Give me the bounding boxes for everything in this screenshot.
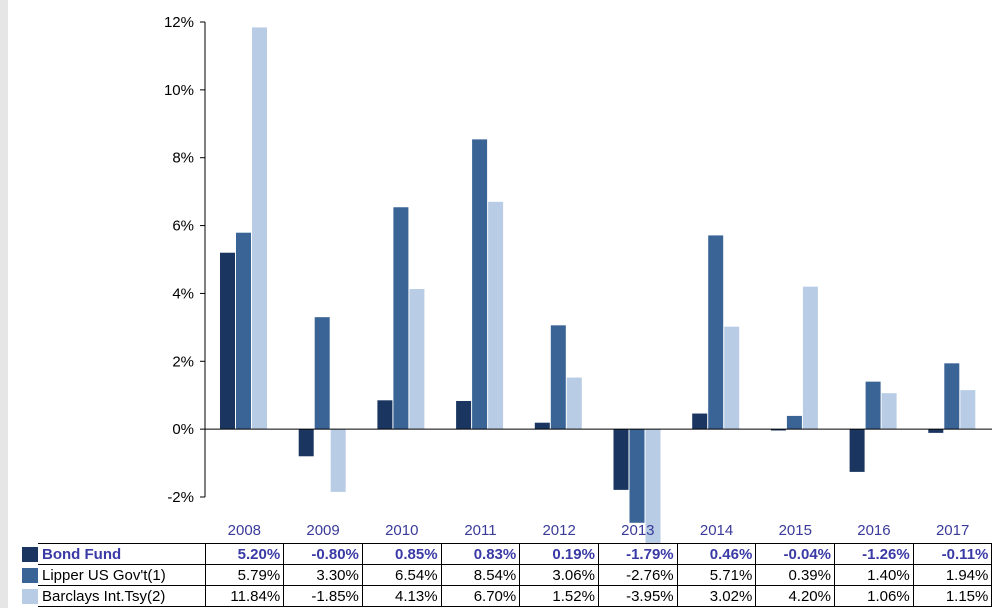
- table-value-cell: 3.06%: [519, 564, 599, 586]
- y-tick-label: 2%: [172, 353, 194, 370]
- table-value-cell: 1.52%: [519, 585, 599, 607]
- table-value-cell: 4.13%: [361, 585, 442, 607]
- bar-2010-series-1: [377, 400, 393, 430]
- x-category-label: 2014: [700, 522, 733, 539]
- table-value-cell: -0.11%: [912, 543, 992, 565]
- legend-swatch: [22, 568, 38, 584]
- bar-2014-series-1: [692, 413, 708, 430]
- bar-2013-series-2: [629, 429, 645, 523]
- bar-2012-series-3: [566, 377, 582, 430]
- bar-2015-series-3: [802, 286, 818, 430]
- table-value-cell: 6.54%: [361, 564, 442, 586]
- bar-2017-series-3: [960, 390, 976, 430]
- table-value-cell: -0.80%: [283, 543, 363, 565]
- table-value-cell: 5.79%: [204, 564, 285, 586]
- series-name-label: Lipper US Gov't(1): [38, 564, 206, 586]
- series-name-label: Bond Fund: [38, 543, 206, 565]
- table-value-cell: 0.83%: [440, 543, 521, 565]
- bar-2011-series-2: [472, 139, 488, 430]
- y-tick-label: 6%: [172, 218, 194, 235]
- legend-swatch-cell: [0, 586, 38, 607]
- table-value-cell: 1.40%: [834, 564, 914, 586]
- table-value-cell: -1.26%: [834, 543, 914, 565]
- table-value-cell: 6.70%: [440, 585, 521, 607]
- y-tick-label: 10%: [164, 82, 194, 99]
- table-value-cell: 0.19%: [519, 543, 599, 565]
- x-category-label: 2016: [857, 522, 890, 539]
- table-value-cell: 3.30%: [283, 564, 363, 586]
- table-value-cell: 4.20%: [755, 585, 835, 607]
- bar-2015-series-2: [786, 415, 802, 430]
- x-category-label: 2012: [542, 522, 575, 539]
- x-category-label: 2015: [779, 522, 812, 539]
- table-value-cell: 0.85%: [361, 543, 442, 565]
- table-value-cell: 8.54%: [440, 564, 521, 586]
- x-category-label: 2017: [936, 522, 969, 539]
- bar-2013-series-3: [645, 429, 661, 543]
- bar-chart: 12% 10% 8% 6% 4% 2% 0% -2% 2008 2009 2010 2011 2012 2…: [164, 14, 992, 543]
- legend-swatch-cell: [0, 544, 38, 565]
- legend-swatch-cell: [0, 565, 38, 586]
- bar-2009-series-3: [330, 429, 346, 492]
- table-value-cell: 5.71%: [676, 564, 757, 586]
- bar-2008-series-3: [252, 27, 267, 430]
- bar-2015-series-1: [770, 429, 786, 431]
- legend-swatch: [22, 589, 38, 605]
- table-row: Barclays Int.Tsy(2) 11.84% -1.85% 4.13% 6.70…: [0, 585, 992, 607]
- bar-2016-series-1: [849, 429, 865, 472]
- data-table: Bond Fund 5.20% -0.80% 0.85% 0.83% 0.19% -1.79…: [0, 543, 992, 607]
- x-category-label: 2008: [228, 522, 261, 539]
- x-category-label: 2013: [621, 522, 654, 539]
- table-row: Lipper US Gov't(1) 5.79% 3.30% 6.54% 8.54% 3.…: [0, 564, 992, 586]
- bar-2017-series-2: [944, 363, 960, 430]
- table-row: Bond Fund 5.20% -0.80% 0.85% 0.83% 0.19% -1.79…: [0, 543, 992, 565]
- table-value-cell: -0.04%: [755, 543, 835, 565]
- bar-2014-series-2: [708, 235, 724, 430]
- table-value-cell: -1.85%: [283, 585, 363, 607]
- bar-2012-series-2: [550, 325, 566, 430]
- y-tick-label: 12%: [164, 14, 194, 31]
- bar-2017-series-1: [928, 429, 944, 433]
- table-value-cell: 1.15%: [912, 585, 992, 607]
- bar-2016-series-3: [881, 393, 897, 430]
- bar-2012-series-1: [534, 422, 550, 430]
- table-value-cell: 3.02%: [676, 585, 757, 607]
- table-value-cell: 1.06%: [834, 585, 914, 607]
- bar-2009-series-2: [314, 317, 330, 430]
- bar-2009-series-1: [298, 429, 314, 457]
- legend-swatch: [22, 547, 38, 563]
- bar-2016-series-2: [865, 381, 881, 430]
- y-tick-label: 4%: [172, 285, 194, 302]
- table-value-cell: 0.39%: [755, 564, 835, 586]
- bar-2010-series-2: [393, 207, 409, 430]
- table-value-cell: 11.84%: [204, 585, 285, 607]
- table-value-cell: -1.79%: [597, 543, 678, 565]
- bar-2008-series-1: [220, 252, 235, 430]
- table-value-cell: -3.95%: [597, 585, 678, 607]
- bar-2011-series-3: [488, 201, 504, 430]
- table-value-cell: -2.76%: [597, 564, 678, 586]
- bar-2011-series-1: [456, 400, 472, 430]
- table-value-cell: 0.46%: [676, 543, 757, 565]
- bar-2008-series-2: [236, 232, 251, 430]
- x-category-label: 2009: [306, 522, 339, 539]
- bar-2014-series-3: [724, 326, 740, 430]
- x-category-label: 2010: [385, 522, 418, 539]
- y-tick-label: -2%: [167, 489, 194, 506]
- left-edge-strip: [0, 0, 8, 608]
- bar-2010-series-3: [409, 289, 425, 430]
- y-tick-label: 8%: [172, 150, 194, 167]
- y-tick-label: 0%: [172, 421, 194, 438]
- table-value-cell: 1.94%: [912, 564, 992, 586]
- x-category-label: 2011: [464, 522, 496, 539]
- bar-2013-series-1: [613, 429, 629, 490]
- series-name-label: Barclays Int.Tsy(2): [38, 585, 206, 607]
- table-value-cell: 5.20%: [204, 543, 285, 565]
